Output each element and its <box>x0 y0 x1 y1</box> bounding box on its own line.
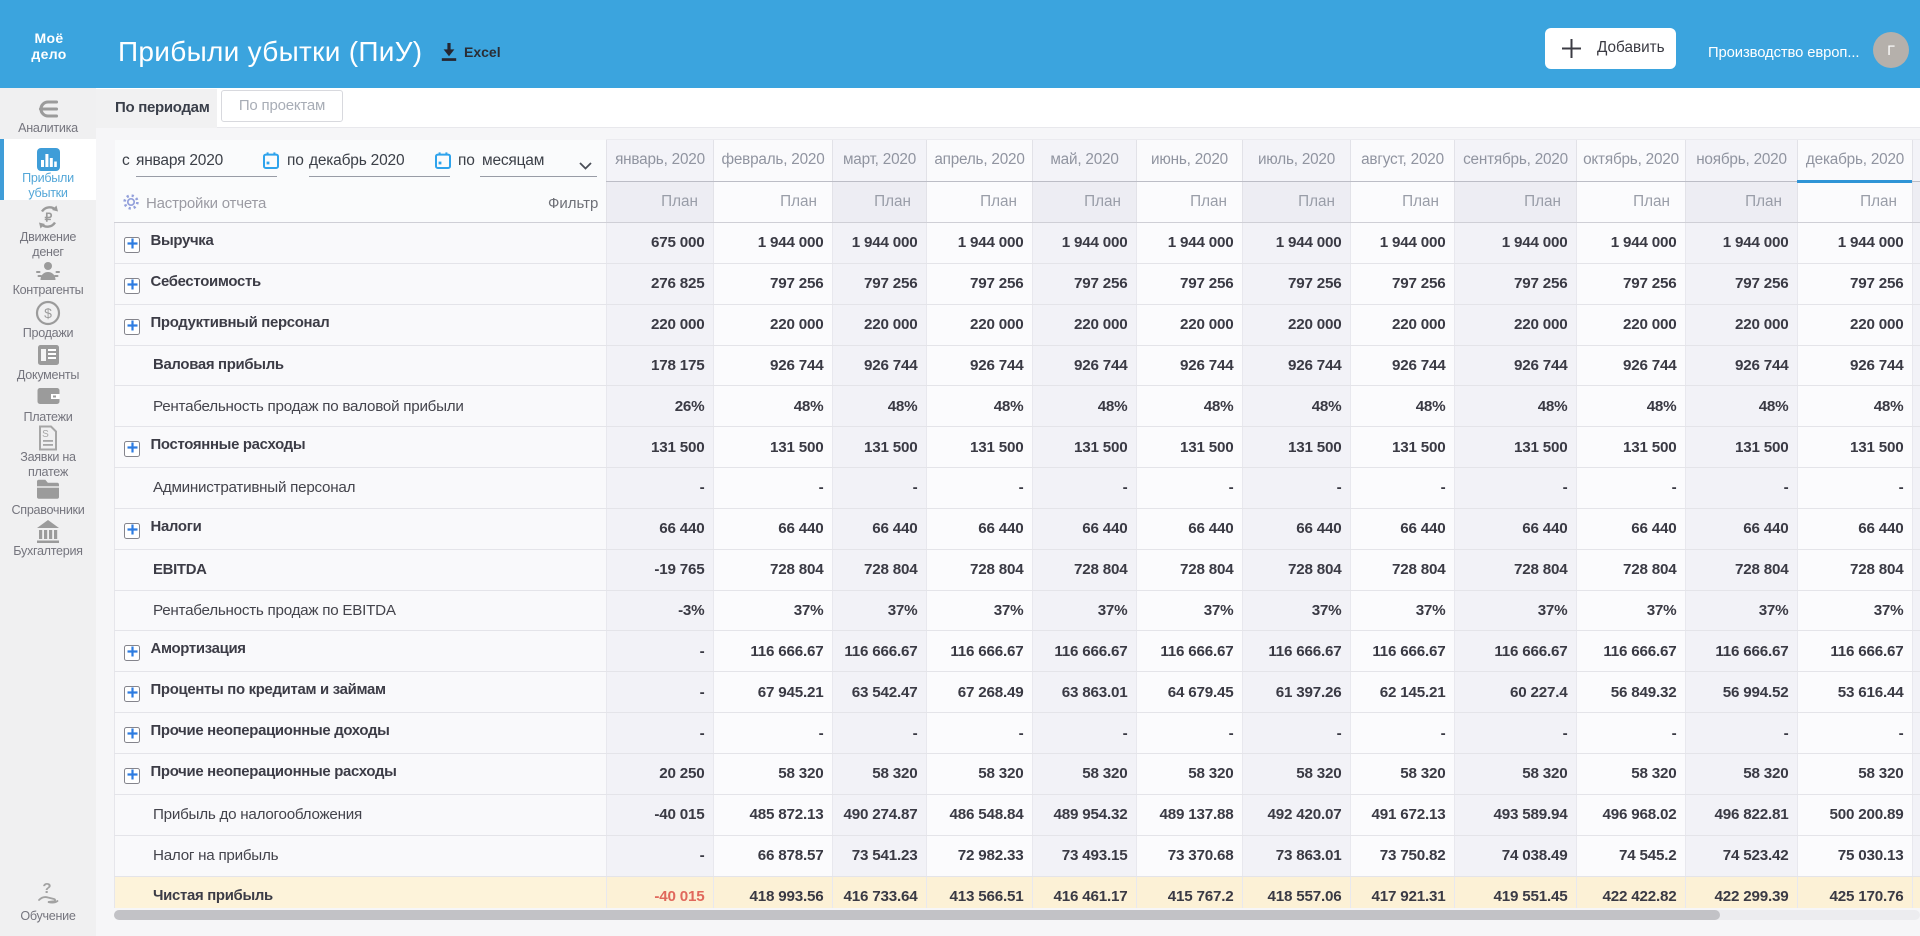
svg-text:₽: ₽ <box>44 211 52 225</box>
svg-text:S: S <box>42 429 49 440</box>
svg-text:?: ? <box>42 880 51 897</box>
svg-text:$: $ <box>44 305 52 321</box>
